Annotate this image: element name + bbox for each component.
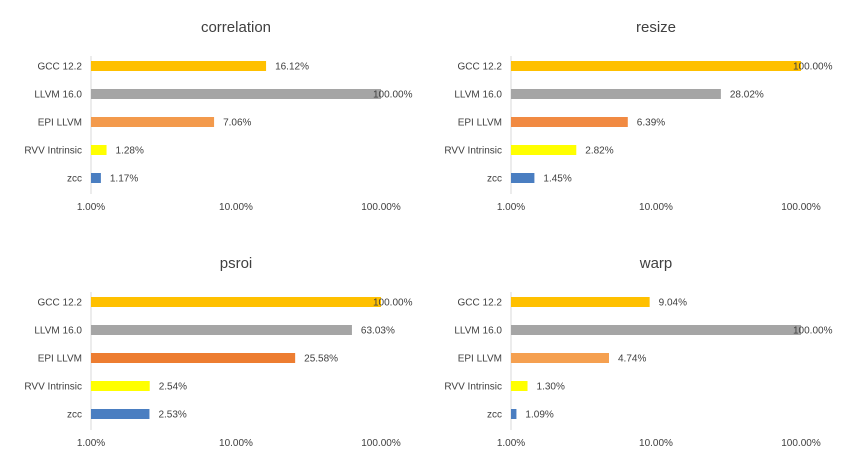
bar bbox=[511, 409, 517, 419]
category-label: EPI LLVM bbox=[38, 118, 82, 129]
category-label: RVV Intrinsic bbox=[444, 146, 502, 157]
bar bbox=[91, 117, 215, 127]
bar bbox=[91, 61, 267, 71]
category-label: GCC 12.2 bbox=[458, 62, 503, 73]
tick-label: 1.00% bbox=[77, 438, 105, 449]
chart-title: psroi bbox=[220, 255, 253, 272]
bar bbox=[511, 173, 535, 183]
bar bbox=[91, 325, 352, 335]
category-label: RVV Intrinsic bbox=[24, 146, 82, 157]
data-label: 7.06% bbox=[223, 118, 251, 129]
chart-psroi: psroi GCC 12.2 100.00% LLVM 16.0 63.03% EPI L… bbox=[0, 236, 431, 472]
tick-label: 1.00% bbox=[77, 202, 105, 213]
data-label: 28.02% bbox=[730, 90, 764, 101]
data-label: 2.54% bbox=[159, 382, 187, 393]
tick-label: 100.00% bbox=[781, 202, 821, 213]
chart-resize-svg: resize GCC 12.2 100.00% LLVM 16.0 28.02% EPI … bbox=[444, 19, 833, 213]
data-label: 1.28% bbox=[116, 146, 144, 157]
tick-label: 10.00% bbox=[219, 438, 253, 449]
category-label: LLVM 16.0 bbox=[454, 90, 502, 101]
data-label: 100.00% bbox=[793, 326, 833, 337]
bar bbox=[91, 145, 107, 155]
tick-label: 100.00% bbox=[361, 202, 401, 213]
bar bbox=[511, 61, 801, 71]
bar bbox=[511, 89, 721, 99]
data-label: 16.12% bbox=[275, 62, 309, 73]
chart-warp-svg: warp GCC 12.2 9.04% LLVM 16.0 100.00% EPI LLV… bbox=[444, 255, 833, 449]
category-label: zcc bbox=[67, 174, 82, 185]
bar bbox=[91, 353, 296, 363]
data-label: 100.00% bbox=[373, 298, 413, 309]
data-label: 25.58% bbox=[304, 354, 338, 365]
category-label: RVV Intrinsic bbox=[444, 382, 502, 393]
chart-correlation: correlation GCC 12.2 16.12% LLVM 16.0 100.00… bbox=[0, 0, 431, 236]
data-label: 1.09% bbox=[525, 410, 553, 421]
chart-correlation-svg: correlation GCC 12.2 16.12% LLVM 16.0 100.00… bbox=[24, 19, 413, 213]
data-label: 2.82% bbox=[585, 146, 613, 157]
bar bbox=[511, 353, 609, 363]
chart-resize: resize GCC 12.2 100.00% LLVM 16.0 28.02% EPI … bbox=[420, 0, 851, 236]
bar bbox=[91, 89, 381, 99]
bar bbox=[91, 173, 101, 183]
category-label: EPI LLVM bbox=[458, 354, 502, 365]
bar bbox=[511, 297, 650, 307]
data-label: 63.03% bbox=[361, 326, 395, 337]
chart-warp: warp GCC 12.2 9.04% LLVM 16.0 100.00% EPI LLV… bbox=[420, 236, 851, 472]
data-label: 6.39% bbox=[637, 118, 665, 129]
data-label: 1.45% bbox=[543, 174, 571, 185]
chart-title: warp bbox=[639, 255, 673, 272]
tick-label: 1.00% bbox=[497, 438, 525, 449]
category-label: zcc bbox=[67, 410, 82, 421]
category-label: GCC 12.2 bbox=[38, 62, 83, 73]
data-label: 2.53% bbox=[158, 410, 186, 421]
tick-label: 10.00% bbox=[639, 202, 673, 213]
category-label: LLVM 16.0 bbox=[34, 326, 82, 337]
category-label: LLVM 16.0 bbox=[34, 90, 82, 101]
category-label: RVV Intrinsic bbox=[24, 382, 82, 393]
data-label: 1.17% bbox=[110, 174, 138, 185]
tick-label: 100.00% bbox=[361, 438, 401, 449]
category-label: LLVM 16.0 bbox=[454, 326, 502, 337]
bar bbox=[511, 325, 801, 335]
tick-label: 100.00% bbox=[781, 438, 821, 449]
chart-title: resize bbox=[636, 19, 676, 36]
tick-label: 10.00% bbox=[219, 202, 253, 213]
category-label: zcc bbox=[487, 174, 502, 185]
data-label: 1.30% bbox=[537, 382, 565, 393]
category-label: EPI LLVM bbox=[458, 118, 502, 129]
data-label: 100.00% bbox=[373, 90, 413, 101]
bar bbox=[511, 117, 628, 127]
category-label: GCC 12.2 bbox=[38, 298, 83, 309]
bar bbox=[91, 297, 381, 307]
category-label: EPI LLVM bbox=[38, 354, 82, 365]
chart-title: correlation bbox=[201, 19, 271, 36]
category-label: GCC 12.2 bbox=[458, 298, 503, 309]
bar bbox=[511, 381, 528, 391]
data-label: 4.74% bbox=[618, 354, 646, 365]
bar bbox=[91, 381, 150, 391]
data-label: 100.00% bbox=[793, 62, 833, 73]
category-label: zcc bbox=[487, 410, 502, 421]
bar bbox=[511, 145, 577, 155]
bar bbox=[91, 409, 150, 419]
data-label: 9.04% bbox=[659, 298, 687, 309]
tick-label: 1.00% bbox=[497, 202, 525, 213]
tick-label: 10.00% bbox=[639, 438, 673, 449]
chart-psroi-svg: psroi GCC 12.2 100.00% LLVM 16.0 63.03% EPI L… bbox=[24, 255, 413, 449]
